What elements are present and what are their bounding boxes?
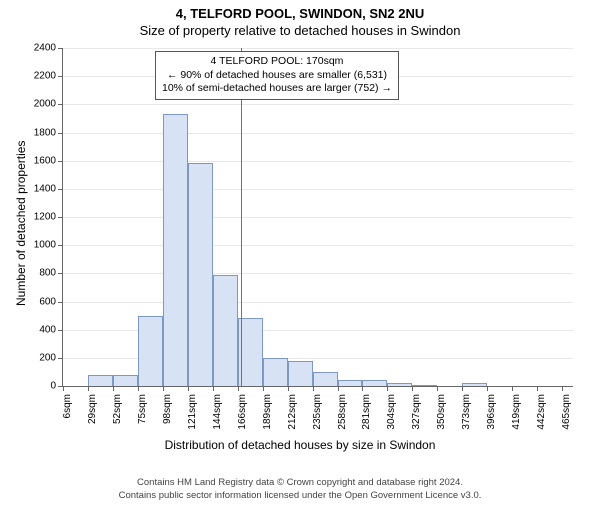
y-tick-label: 400 [20,324,56,335]
y-tick-label: 200 [20,352,56,363]
x-tick-label: 465sqm [561,394,572,434]
x-axis-label: Distribution of detached houses by size … [0,438,600,452]
x-tick-mark [63,386,64,391]
y-tick-mark [58,217,63,218]
y-tick-mark [58,104,63,105]
gridline [63,217,573,218]
x-tick-label: 189sqm [262,394,273,434]
x-tick-mark [238,386,239,391]
histogram-bar [213,275,238,386]
gridline [63,189,573,190]
gridline [63,104,573,105]
histogram-bar [362,380,387,386]
annotation-box: 4 TELFORD POOL: 170sqm ← 90% of detached… [155,51,399,100]
x-tick-mark [338,386,339,391]
histogram-bar [113,375,138,386]
x-tick-mark [313,386,314,391]
y-tick-label: 2200 [20,71,56,82]
x-tick-mark [562,386,563,391]
histogram-bar [163,114,188,386]
y-tick-mark [58,245,63,246]
x-tick-mark [362,386,363,391]
y-tick-mark [58,330,63,331]
y-tick-label: 1200 [20,212,56,223]
x-tick-mark [487,386,488,391]
y-tick-mark [58,161,63,162]
histogram-bar [288,361,313,386]
x-tick-label: 327sqm [411,394,422,434]
footer-line1: Contains HM Land Registry data © Crown c… [0,477,600,489]
annotation-line2: ← 90% of detached houses are smaller (6,… [162,69,392,83]
x-tick-mark [88,386,89,391]
y-tick-label: 800 [20,268,56,279]
x-tick-label: 258sqm [337,394,348,434]
y-tick-label: 2000 [20,99,56,110]
x-tick-mark [412,386,413,391]
x-tick-mark [213,386,214,391]
gridline [63,245,573,246]
histogram-bar [138,316,163,386]
gridline [63,302,573,303]
y-tick-label: 1000 [20,240,56,251]
histogram-bar [263,358,288,386]
x-tick-label: 98sqm [162,394,173,434]
y-tick-mark [58,76,63,77]
chart-area: Number of detached properties Distributi… [0,6,600,506]
y-tick-mark [58,358,63,359]
histogram-bar [88,375,113,386]
x-tick-label: 121sqm [187,394,198,434]
x-tick-label: 350sqm [436,394,447,434]
footer: Contains HM Land Registry data © Crown c… [0,477,600,502]
annotation-line3: 10% of semi-detached houses are larger (… [162,82,392,96]
histogram-bar [313,372,338,386]
y-tick-mark [58,189,63,190]
y-tick-label: 1600 [20,155,56,166]
x-tick-label: 442sqm [536,394,547,434]
histogram-bar [462,383,487,386]
y-tick-label: 2400 [20,43,56,54]
x-tick-mark [163,386,164,391]
x-tick-mark [113,386,114,391]
x-tick-label: 166sqm [237,394,248,434]
x-tick-label: 75sqm [137,394,148,434]
gridline [63,48,573,49]
x-tick-mark [437,386,438,391]
gridline [63,133,573,134]
histogram-bar [387,383,412,386]
x-tick-label: 281sqm [361,394,372,434]
x-tick-mark [462,386,463,391]
x-tick-mark [263,386,264,391]
x-tick-label: 29sqm [87,394,98,434]
gridline [63,273,573,274]
x-tick-label: 419sqm [511,394,522,434]
x-tick-label: 212sqm [287,394,298,434]
x-tick-label: 144sqm [212,394,223,434]
x-tick-label: 373sqm [461,394,472,434]
x-tick-mark [537,386,538,391]
x-tick-label: 52sqm [112,394,123,434]
footer-line2: Contains public sector information licen… [0,490,600,502]
y-tick-label: 1800 [20,127,56,138]
x-tick-label: 6sqm [62,394,73,434]
y-tick-label: 0 [20,381,56,392]
y-tick-mark [58,48,63,49]
x-tick-mark [387,386,388,391]
histogram-bar [338,380,363,386]
x-tick-mark [288,386,289,391]
histogram-bar [412,385,437,386]
x-tick-label: 396sqm [486,394,497,434]
y-tick-mark [58,133,63,134]
y-tick-label: 600 [20,296,56,307]
x-tick-mark [138,386,139,391]
histogram-bar [188,163,213,386]
x-tick-mark [512,386,513,391]
y-tick-mark [58,302,63,303]
annotation-line1: 4 TELFORD POOL: 170sqm [162,55,392,69]
gridline [63,161,573,162]
y-tick-label: 1400 [20,183,56,194]
y-tick-mark [58,273,63,274]
x-tick-mark [188,386,189,391]
x-tick-label: 235sqm [312,394,323,434]
x-tick-label: 304sqm [386,394,397,434]
